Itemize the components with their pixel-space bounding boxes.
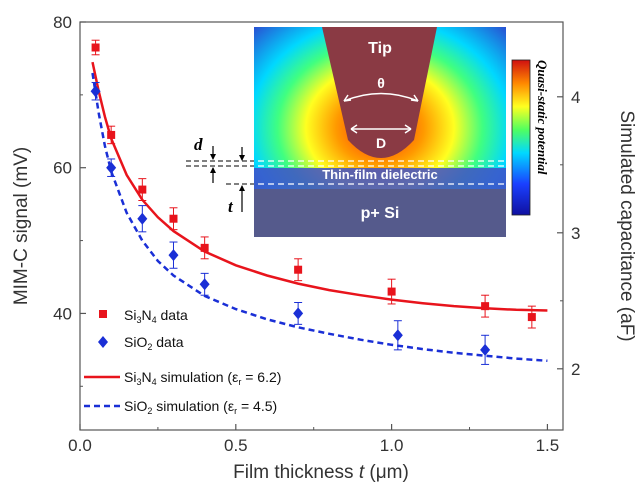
legend: Si3N4 data SiO2 data Si3N4 simulation (ε… <box>84 307 281 416</box>
x-axis-title-before: Film thickness <box>233 462 359 483</box>
data-point-square <box>481 302 490 311</box>
inset-tip <box>322 27 437 158</box>
x-axis-title-after: (μm) <box>364 462 409 483</box>
y-left-axis-ticks: 40 60 80 <box>53 13 86 387</box>
y-right-tick-label: 3 <box>571 224 580 243</box>
legend-label-si3n4-data: Si3N4 data <box>124 307 188 325</box>
legend-si3n4sim-tail: = 6.2) <box>241 369 281 385</box>
data-point-square <box>200 243 209 252</box>
data-point-square <box>91 43 100 52</box>
data-point-diamond <box>480 343 491 356</box>
legend-sio2-post: data <box>152 334 183 350</box>
data-point-square <box>107 130 116 139</box>
inset-t-arrowhead-top <box>239 155 245 161</box>
x-tick-label: 1.0 <box>380 436 404 455</box>
legend-label-si3n4-sim: Si3N4 simulation (εr = 6.2) <box>124 369 281 387</box>
legend-si3n4sim-eps: r <box>238 377 241 387</box>
series-line-3 <box>91 72 548 363</box>
x-axis-title: Film thickness t (μm) <box>233 462 409 483</box>
legend-si3n4-sub1: 3 <box>136 315 141 325</box>
inset-d-label: d <box>194 135 203 154</box>
legend-sio2-sub1: 2 <box>147 342 152 352</box>
plot-frame <box>79 21 564 431</box>
y-right-axis-title: Simulated capacitance (aF) <box>616 110 637 341</box>
inset-t-label: t <box>228 197 234 216</box>
legend-si3n4sim-mid: N <box>141 369 151 385</box>
legend-label-sio2-data: SiO2 data <box>124 334 184 352</box>
legend-label-sio2-sim: SiO2 simulation (εr = 4.5) <box>124 398 277 416</box>
inset-angle-label: θ <box>377 75 385 91</box>
x-tick-label: 1.5 <box>536 436 560 455</box>
inset-colorbar <box>511 59 531 216</box>
legend-sio2sim-tail: = 4.5) <box>237 398 277 414</box>
legend-si3n4-post: data <box>157 307 188 323</box>
x-tick-label: 0.5 <box>224 436 248 455</box>
legend-si3n4-mid: N <box>141 307 151 323</box>
data-point-diamond <box>137 212 148 225</box>
x-axis-ticks: 0.0 0.5 1.0 1.5 <box>68 424 559 455</box>
data-point-diamond <box>168 249 179 262</box>
legend-si3n4sim-sub1: 3 <box>136 377 141 387</box>
inset-angle-arc <box>343 92 419 102</box>
data-point-diamond <box>90 85 101 98</box>
data-point-diamond <box>293 307 304 320</box>
data-point-square <box>138 185 147 194</box>
y-left-tick-label: 60 <box>53 159 72 178</box>
legend-sio2sim-eps: r <box>234 406 237 416</box>
data-point-square <box>387 287 396 296</box>
inset-d-arrowhead-top <box>210 154 216 160</box>
data-point-square <box>169 214 178 223</box>
legend-sio2sim-pre: SiO <box>124 398 147 414</box>
inset-d-arrowhead-bottom <box>210 167 216 173</box>
inset-angle-arrow-left <box>343 94 352 102</box>
data-point-square <box>294 265 303 274</box>
inset-angle-arrow-right <box>410 94 419 102</box>
legend-marker-si3n4-data <box>99 310 107 318</box>
data-point-diamond <box>106 161 117 174</box>
inset-tip-label: Tip <box>368 40 392 57</box>
inset-dielectric-label: Thin-film dielectric <box>322 167 438 182</box>
legend-sio2sim-sub1: 2 <box>147 406 152 416</box>
data-point-diamond <box>199 278 210 291</box>
legend-sio2sim-post: simulation (ε <box>152 398 234 414</box>
legend-marker-sio2-data <box>98 336 108 348</box>
series-layer <box>90 39 548 365</box>
y-left-tick-label: 40 <box>53 304 72 323</box>
x-axis-title-italic: t <box>359 462 365 483</box>
y-right-tick-label: 2 <box>571 360 580 379</box>
inset-colorbar-label: Quasi-static potential <box>535 60 550 175</box>
y-right-tick-label: 4 <box>571 88 580 107</box>
legend-si3n4sim-post: simulation (ε <box>157 369 239 385</box>
legend-si3n4sim-pre: Si <box>124 369 136 385</box>
legend-si3n4-pre: Si <box>124 307 136 323</box>
data-point-diamond <box>392 329 403 342</box>
legend-si3n4-sub2: 4 <box>152 315 157 325</box>
y-right-axis-ticks: 2 3 4 <box>557 88 580 379</box>
inset-substrate-label: p+ Si <box>361 205 400 222</box>
inset-substrate <box>254 189 506 237</box>
series-line-2 <box>91 61 548 312</box>
y-left-axis-title: MIM-C signal (mV) <box>11 147 32 305</box>
inset-diameter-arrows <box>350 124 412 134</box>
legend-si3n4sim-sub2: 4 <box>152 377 157 387</box>
inset-tip-diagram: Tip θ D Thin-film dielectric p+ Si Quasi… <box>186 27 550 237</box>
y-left-tick-label: 80 <box>53 13 72 32</box>
data-point-square <box>527 313 536 322</box>
x-tick-label: 0.0 <box>68 436 92 455</box>
inset-t-arrowhead-bottom <box>239 185 245 191</box>
legend-sio2-pre: SiO <box>124 334 147 350</box>
inset-diameter-label: D <box>376 135 386 151</box>
